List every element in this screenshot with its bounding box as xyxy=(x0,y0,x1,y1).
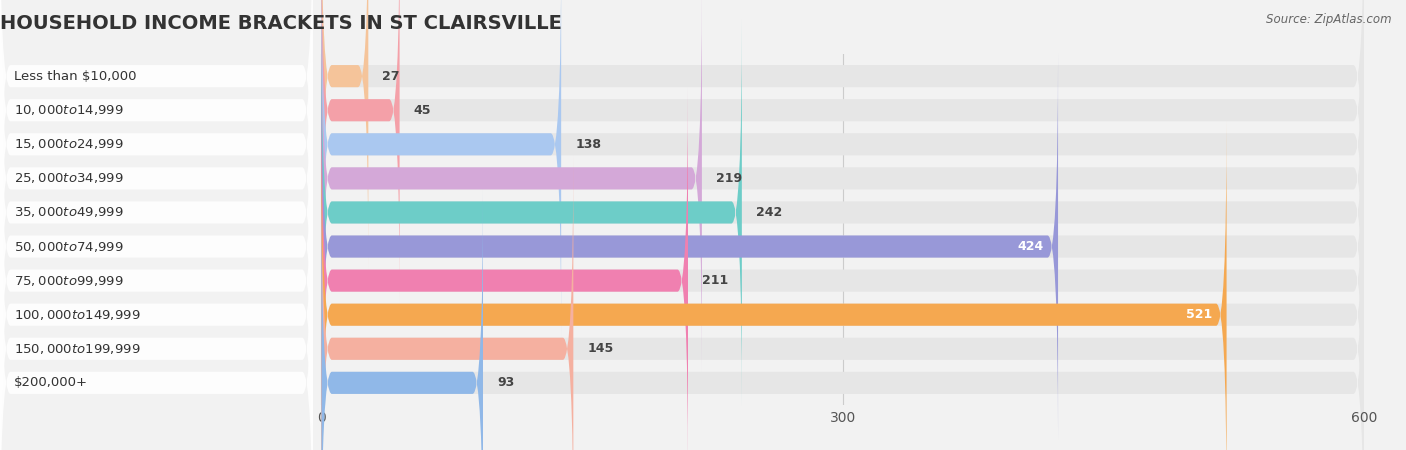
Text: $150,000 to $199,999: $150,000 to $199,999 xyxy=(14,342,141,356)
Text: 424: 424 xyxy=(1018,240,1045,253)
Text: $75,000 to $99,999: $75,000 to $99,999 xyxy=(14,274,124,288)
Text: $35,000 to $49,999: $35,000 to $49,999 xyxy=(14,206,124,220)
Text: 45: 45 xyxy=(413,104,432,117)
Text: Less than $10,000: Less than $10,000 xyxy=(14,70,136,83)
FancyBboxPatch shape xyxy=(0,0,312,338)
FancyBboxPatch shape xyxy=(322,53,1364,440)
FancyBboxPatch shape xyxy=(322,19,742,406)
FancyBboxPatch shape xyxy=(322,155,1364,450)
FancyBboxPatch shape xyxy=(0,155,312,450)
FancyBboxPatch shape xyxy=(322,0,368,270)
Text: $15,000 to $24,999: $15,000 to $24,999 xyxy=(14,137,124,151)
Text: $200,000+: $200,000+ xyxy=(14,376,89,389)
FancyBboxPatch shape xyxy=(322,189,1364,450)
FancyBboxPatch shape xyxy=(322,0,561,338)
Text: 145: 145 xyxy=(588,342,613,355)
FancyBboxPatch shape xyxy=(0,87,312,450)
Text: 521: 521 xyxy=(1187,308,1212,321)
Text: $10,000 to $14,999: $10,000 to $14,999 xyxy=(14,103,124,117)
Text: $100,000 to $149,999: $100,000 to $149,999 xyxy=(14,308,141,322)
Text: 211: 211 xyxy=(702,274,728,287)
FancyBboxPatch shape xyxy=(0,189,312,450)
FancyBboxPatch shape xyxy=(0,0,312,304)
FancyBboxPatch shape xyxy=(322,87,688,450)
FancyBboxPatch shape xyxy=(0,19,312,406)
Text: 138: 138 xyxy=(575,138,600,151)
Text: Source: ZipAtlas.com: Source: ZipAtlas.com xyxy=(1267,14,1392,27)
Text: $50,000 to $74,999: $50,000 to $74,999 xyxy=(14,239,124,253)
FancyBboxPatch shape xyxy=(322,0,702,372)
FancyBboxPatch shape xyxy=(322,0,1364,304)
FancyBboxPatch shape xyxy=(322,0,1364,372)
FancyBboxPatch shape xyxy=(0,0,312,372)
FancyBboxPatch shape xyxy=(322,122,1364,450)
FancyBboxPatch shape xyxy=(322,189,484,450)
FancyBboxPatch shape xyxy=(322,0,1364,270)
Text: 242: 242 xyxy=(756,206,782,219)
FancyBboxPatch shape xyxy=(322,19,1364,406)
Text: 93: 93 xyxy=(496,376,515,389)
Text: 27: 27 xyxy=(382,70,399,83)
FancyBboxPatch shape xyxy=(322,0,1364,338)
FancyBboxPatch shape xyxy=(0,0,312,270)
FancyBboxPatch shape xyxy=(0,122,312,450)
FancyBboxPatch shape xyxy=(322,53,1059,440)
FancyBboxPatch shape xyxy=(0,53,312,440)
FancyBboxPatch shape xyxy=(322,87,1364,450)
Text: HOUSEHOLD INCOME BRACKETS IN ST CLAIRSVILLE: HOUSEHOLD INCOME BRACKETS IN ST CLAIRSVI… xyxy=(0,14,562,33)
FancyBboxPatch shape xyxy=(322,155,574,450)
FancyBboxPatch shape xyxy=(322,122,1226,450)
Text: 219: 219 xyxy=(716,172,742,185)
Text: $25,000 to $34,999: $25,000 to $34,999 xyxy=(14,171,124,185)
FancyBboxPatch shape xyxy=(322,0,399,304)
